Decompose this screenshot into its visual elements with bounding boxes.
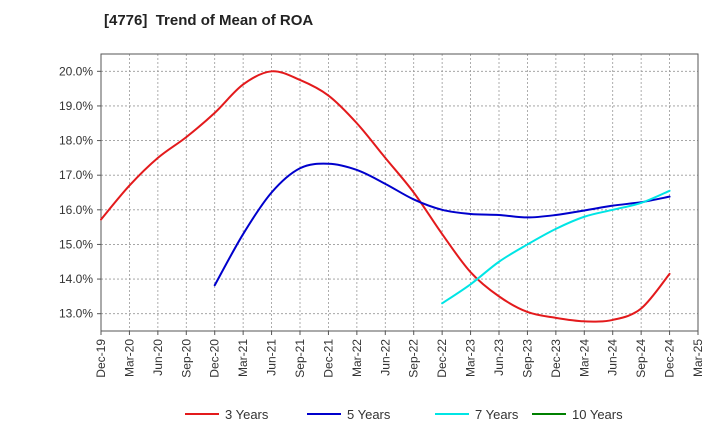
- x-tick-label: Dec-20: [208, 339, 222, 378]
- legend-label: 3 Years: [225, 407, 269, 422]
- x-tick-label: Mar-22: [350, 339, 364, 377]
- x-tick-label: Dec-19: [94, 339, 108, 378]
- x-tick-label: Mar-25: [691, 339, 705, 377]
- x-tick-label: Sep-20: [179, 339, 193, 378]
- x-tick-label: Sep-22: [407, 339, 421, 378]
- legend-label: 5 Years: [347, 407, 391, 422]
- x-tick-label: Jun-21: [265, 339, 279, 376]
- y-tick-label: 20.0%: [59, 64, 93, 78]
- series-line-3-years: [100, 70, 671, 323]
- y-axis: 13.0% 14.0% 15.0% 16.0% 17.0% 18.0% 19.0% 20.0%: [59, 64, 101, 321]
- y-tick-label: 14.0%: [59, 272, 93, 286]
- series-line-7-years: [441, 189, 671, 305]
- y-tick-label: 16.0%: [59, 203, 93, 217]
- y-tick-label: 17.0%: [59, 168, 93, 182]
- legend-label: 7 Years: [475, 407, 519, 422]
- x-tick-label: Jun-24: [606, 339, 620, 376]
- x-tick-label: Jun-22: [378, 339, 392, 376]
- y-tick-label: 13.0%: [59, 307, 93, 321]
- x-tick-label: Dec-23: [549, 339, 563, 378]
- x-tick-label: Mar-21: [236, 339, 250, 377]
- y-tick-label: 19.0%: [59, 99, 93, 113]
- legend: 3 Years 5 Years 7 Years 10 Years: [185, 407, 623, 422]
- series-line-5-years: [213, 162, 671, 287]
- x-axis: Dec-19 Mar-20 Jun-20 Sep-20 Dec-20 Mar-21 Jun-…: [94, 331, 705, 378]
- x-tick-label: Dec-21: [321, 339, 335, 378]
- series-lines: [100, 70, 671, 323]
- x-tick-label: Dec-22: [435, 339, 449, 378]
- x-tick-label: Sep-23: [520, 339, 534, 378]
- x-tick-label: Sep-21: [293, 339, 307, 378]
- plot-area: [100, 53, 699, 332]
- x-tick-label: Dec-24: [663, 339, 677, 378]
- x-tick-label: Jun-23: [492, 339, 506, 376]
- y-tick-label: 18.0%: [59, 134, 93, 148]
- legend-label: 10 Years: [572, 407, 623, 422]
- x-tick-label: Mar-20: [122, 339, 136, 377]
- x-tick-label: Sep-24: [634, 339, 648, 378]
- x-tick-label: Jun-20: [151, 339, 165, 376]
- x-tick-label: Mar-24: [577, 339, 591, 377]
- y-tick-label: 15.0%: [59, 237, 93, 251]
- x-tick-label: Mar-23: [464, 339, 478, 377]
- grid-lines: [101, 54, 698, 331]
- chart-title: [4776] Trend of Mean of ROA: [104, 12, 314, 29]
